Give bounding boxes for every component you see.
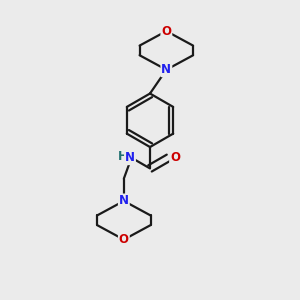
Text: O: O xyxy=(170,151,180,164)
Text: N: N xyxy=(119,194,129,208)
Text: O: O xyxy=(119,233,129,246)
Text: H: H xyxy=(118,150,128,163)
Text: O: O xyxy=(161,25,171,38)
Text: N: N xyxy=(161,63,171,76)
Text: N: N xyxy=(125,151,135,164)
